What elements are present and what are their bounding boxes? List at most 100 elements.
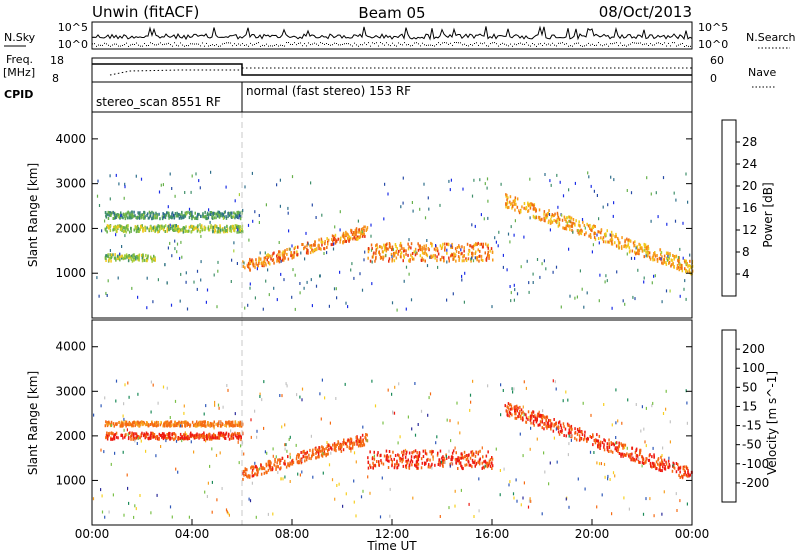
scatter-cell <box>340 236 342 240</box>
scatter-cell <box>670 264 672 268</box>
scatter-cell <box>419 248 422 252</box>
scatter-cell <box>290 254 292 258</box>
scatter-cell <box>514 410 517 413</box>
scatter-cell <box>369 450 371 454</box>
scatter-cell <box>234 216 236 220</box>
scatter-cell <box>106 224 109 228</box>
scatter-cell <box>273 251 275 255</box>
scatter-cell <box>356 235 359 239</box>
scatter-cell <box>630 458 632 462</box>
scatter-cell <box>306 450 308 454</box>
scatter-cell <box>292 268 294 272</box>
noise-search-dot <box>102 44 103 46</box>
scatter-cell <box>500 182 502 186</box>
scatter-cell <box>336 484 338 487</box>
scatter-cell <box>122 421 124 425</box>
scatter-cell <box>367 475 369 479</box>
scatter-cell <box>434 463 436 467</box>
scatter-cell <box>239 217 242 221</box>
scatter-cell <box>224 228 227 232</box>
noise-search-dot <box>242 43 243 45</box>
scatter-cell <box>470 257 472 261</box>
scatter-cell <box>105 214 107 218</box>
scatter-cell <box>533 423 535 427</box>
scatter-cell <box>267 268 269 272</box>
scatter-cell <box>464 271 466 275</box>
scatter-cell <box>291 459 293 463</box>
scatter-cell <box>591 225 594 229</box>
scatter-cell <box>306 244 308 248</box>
scatter-cell <box>106 225 108 229</box>
noise-search-dot <box>254 43 255 45</box>
scatter-cell <box>394 454 397 457</box>
noise-search-dot <box>110 45 111 47</box>
scatter-cell <box>130 435 132 439</box>
scatter-cell <box>193 227 195 231</box>
scatter-cell <box>606 445 608 449</box>
scatter-cell <box>608 442 610 446</box>
scatter-cell <box>154 256 156 260</box>
scatter-cell <box>668 256 670 260</box>
scatter-cell <box>598 230 600 234</box>
scatter-cell <box>230 424 233 428</box>
scatter-cell <box>184 191 186 194</box>
scatter-cell <box>164 436 167 440</box>
scatter-cell <box>222 216 225 220</box>
scatter-cell <box>629 456 631 460</box>
noise-search-dot <box>94 43 95 45</box>
scatter-cell <box>122 213 125 217</box>
scatter-cell <box>311 453 314 457</box>
scatter-cell <box>436 259 438 263</box>
scatter-cell <box>438 461 440 464</box>
scatter-cell <box>656 467 658 470</box>
scatter-cell <box>486 461 489 465</box>
noise-search-dot <box>338 44 339 46</box>
scatter-cell <box>671 263 673 267</box>
scatter-cell <box>115 233 117 237</box>
noise-search-dot <box>290 43 291 45</box>
scatter-cell <box>649 497 651 501</box>
scatter-cell <box>454 247 457 251</box>
scatter-cell <box>623 245 625 249</box>
scatter-cell <box>600 231 602 235</box>
scatter-cell <box>296 454 298 458</box>
scatter-cell <box>373 457 376 461</box>
scatter-cell <box>178 420 180 424</box>
scatter-cell <box>431 462 433 466</box>
scatter-cell <box>689 253 691 257</box>
scatter-cell <box>225 508 228 512</box>
scatter-cell <box>152 383 154 387</box>
scatter-cell <box>661 261 663 265</box>
scatter-cell <box>136 420 139 424</box>
noise-search-dot <box>344 43 345 45</box>
scatter-cell <box>232 424 234 428</box>
scatter-cell <box>133 432 135 436</box>
scatter-cell <box>476 243 478 246</box>
noise-search-dot <box>404 42 405 44</box>
scatter-cell <box>427 413 429 417</box>
scatter-cell <box>448 455 450 459</box>
scatter-cell <box>451 246 454 249</box>
scatter-cell <box>681 269 684 273</box>
scatter-cell <box>243 261 245 265</box>
scatter-cell <box>249 268 251 272</box>
noise-search-dot <box>436 44 437 46</box>
scatter-cell <box>127 433 129 437</box>
scatter-cell <box>628 246 631 250</box>
scatter-cell <box>477 460 479 464</box>
scatter-cell <box>263 380 265 384</box>
scatter-cell <box>688 268 691 272</box>
scatter-cell <box>256 468 258 472</box>
scatter-cell <box>234 412 236 416</box>
scatter-cell <box>184 424 186 428</box>
scatter-cell <box>610 441 612 445</box>
scatter-cell <box>619 241 621 245</box>
scatter-cell <box>200 420 202 424</box>
scatter-cell <box>131 215 134 219</box>
scatter-cell <box>654 465 657 469</box>
scatter-cell <box>613 443 615 447</box>
scatter-cell <box>355 236 357 240</box>
scatter-cell <box>558 221 560 225</box>
scatter-cell <box>436 453 439 457</box>
scatter-cell <box>321 240 324 244</box>
